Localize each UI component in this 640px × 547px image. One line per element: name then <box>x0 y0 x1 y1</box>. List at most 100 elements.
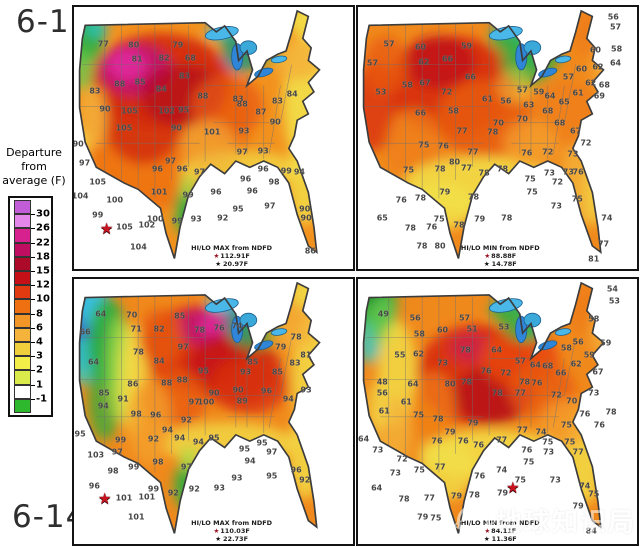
temp-value: 77 <box>496 435 508 445</box>
temp-value: 76 <box>472 440 485 450</box>
legend-tick-label: 12 <box>36 279 50 291</box>
temp-value: 78 <box>414 193 427 203</box>
temp-value: 81 <box>588 254 600 264</box>
temp-value: 66 <box>555 368 567 378</box>
temp-value: 60 <box>575 64 588 74</box>
caption-title: HI/LO MIN from NDFD <box>460 519 540 528</box>
temp-value: 96 <box>240 174 252 184</box>
temp-value: 90 <box>208 388 220 398</box>
temp-value: 77 <box>423 493 435 503</box>
temp-value: 94 <box>282 394 294 404</box>
temp-value: 60 <box>414 42 427 52</box>
temp-value: 95 <box>256 438 268 448</box>
temp-value: 81 <box>131 54 143 64</box>
temp-value: 99 <box>182 190 194 200</box>
temp-value: 90 <box>72 139 84 149</box>
legend-title: Departure from average (F) <box>0 146 68 187</box>
temp-value: 57 <box>514 356 526 366</box>
temp-value: 61 <box>572 88 584 98</box>
temp-value: 59 <box>460 41 473 50</box>
temp-value: 95 <box>197 366 210 376</box>
temp-value: 76 <box>480 366 492 376</box>
temp-value: 76 <box>431 436 443 446</box>
map-6-14-min <box>362 281 605 534</box>
temp-value: 75 <box>412 410 425 420</box>
temp-value: 76 <box>437 141 449 151</box>
temp-value: 77 <box>97 39 109 49</box>
legend-tick-label: 1 <box>36 379 43 391</box>
temp-value: 62 <box>592 62 604 72</box>
temp-value: 99 <box>92 210 104 220</box>
legend-tick <box>31 299 35 301</box>
temp-value: 83 <box>271 96 283 106</box>
temp-value: 67 <box>570 126 582 136</box>
temp-value: 77 <box>467 147 479 157</box>
temp-value: 79 <box>450 491 463 501</box>
legend-color-cell <box>14 356 31 371</box>
temp-value: 71 <box>130 324 142 334</box>
panel-6-13-max: 77 80 81 82 79 68 83 83 88 85 84 88 83 88 84 83 87 90 90 10… <box>72 5 355 271</box>
legend-color-cell <box>14 342 31 357</box>
temp-value: 64 <box>529 360 542 370</box>
caption-6-14-min: HI/LO MIN from NDFD ★84.11F ★ 11.36F <box>460 519 540 543</box>
panel-6-13-min: 56 57 57 60 59 57 62 66 58 60 62 64 58 67 72 66 53 57 59 64… <box>356 5 639 271</box>
caption-lo-value: 22.73F <box>223 534 249 543</box>
temp-value: 75 <box>526 187 538 197</box>
temp-value: 73 <box>542 447 555 457</box>
temp-value: 82 <box>153 324 165 334</box>
map-6-13-min <box>362 9 605 259</box>
temp-value: 96 <box>260 386 273 396</box>
temp-value: 72 <box>550 390 562 400</box>
temp-value: 76 <box>457 436 469 446</box>
temp-value: 58 <box>413 329 425 339</box>
temp-value: 75 <box>588 489 600 499</box>
temp-value: 72 <box>500 368 512 378</box>
temp-value: 75 <box>430 513 442 523</box>
temp-value: 76 <box>521 445 533 455</box>
legend-tick-label: 6 <box>36 322 43 334</box>
legend-tick <box>31 327 35 329</box>
temp-value: 95 <box>238 444 251 454</box>
temp-value: 76 <box>572 167 584 177</box>
temp-value: 81 <box>300 350 312 360</box>
temp-value: 78 <box>193 325 206 335</box>
temp-value: 75 <box>433 214 445 224</box>
temp-value: 95 <box>74 429 86 439</box>
temp-value: 56 <box>607 12 619 22</box>
temp-value: 105 <box>115 123 133 133</box>
temp-value: 98 <box>268 177 280 187</box>
temp-value: 75 <box>571 194 583 204</box>
temp-value: 78 <box>496 164 509 174</box>
temp-value: 69 <box>593 91 605 101</box>
temp-value: 77 <box>597 239 610 249</box>
temp-value: 80 <box>128 40 140 50</box>
temp-value: 78 <box>453 220 465 230</box>
temp-value: 98 <box>130 409 142 419</box>
temp-value: 85 <box>134 77 146 87</box>
legend-tick <box>31 356 35 358</box>
temp-value: 96 <box>150 410 162 420</box>
temp-value: 80 <box>444 379 456 389</box>
temp-value: 57 <box>366 58 379 68</box>
temp-value: 92 <box>217 213 229 223</box>
temp-value: 78 <box>501 213 513 223</box>
legend-tick-label: 10 <box>36 293 50 305</box>
temp-value: 65 <box>558 97 570 107</box>
temp-value: 57 <box>609 22 622 32</box>
temp-value: 93 <box>213 483 225 493</box>
temp-value: 78 <box>416 241 428 251</box>
temp-value: 73 <box>562 167 574 177</box>
temp-value: 75 <box>418 140 430 150</box>
legend-color-cell <box>14 398 31 413</box>
temp-value: 104 <box>72 191 89 201</box>
temp-value: 67 <box>419 78 431 88</box>
legend-tick-label: 3 <box>36 350 43 362</box>
temp-value: 76 <box>593 420 605 430</box>
temp-value: 93 <box>300 385 312 395</box>
temp-value: 100 <box>197 397 215 407</box>
temp-value: 98 <box>152 457 164 467</box>
temp-value: 65 <box>376 213 388 223</box>
temp-value: 51 <box>466 324 478 334</box>
legend-color-cell <box>14 228 31 243</box>
